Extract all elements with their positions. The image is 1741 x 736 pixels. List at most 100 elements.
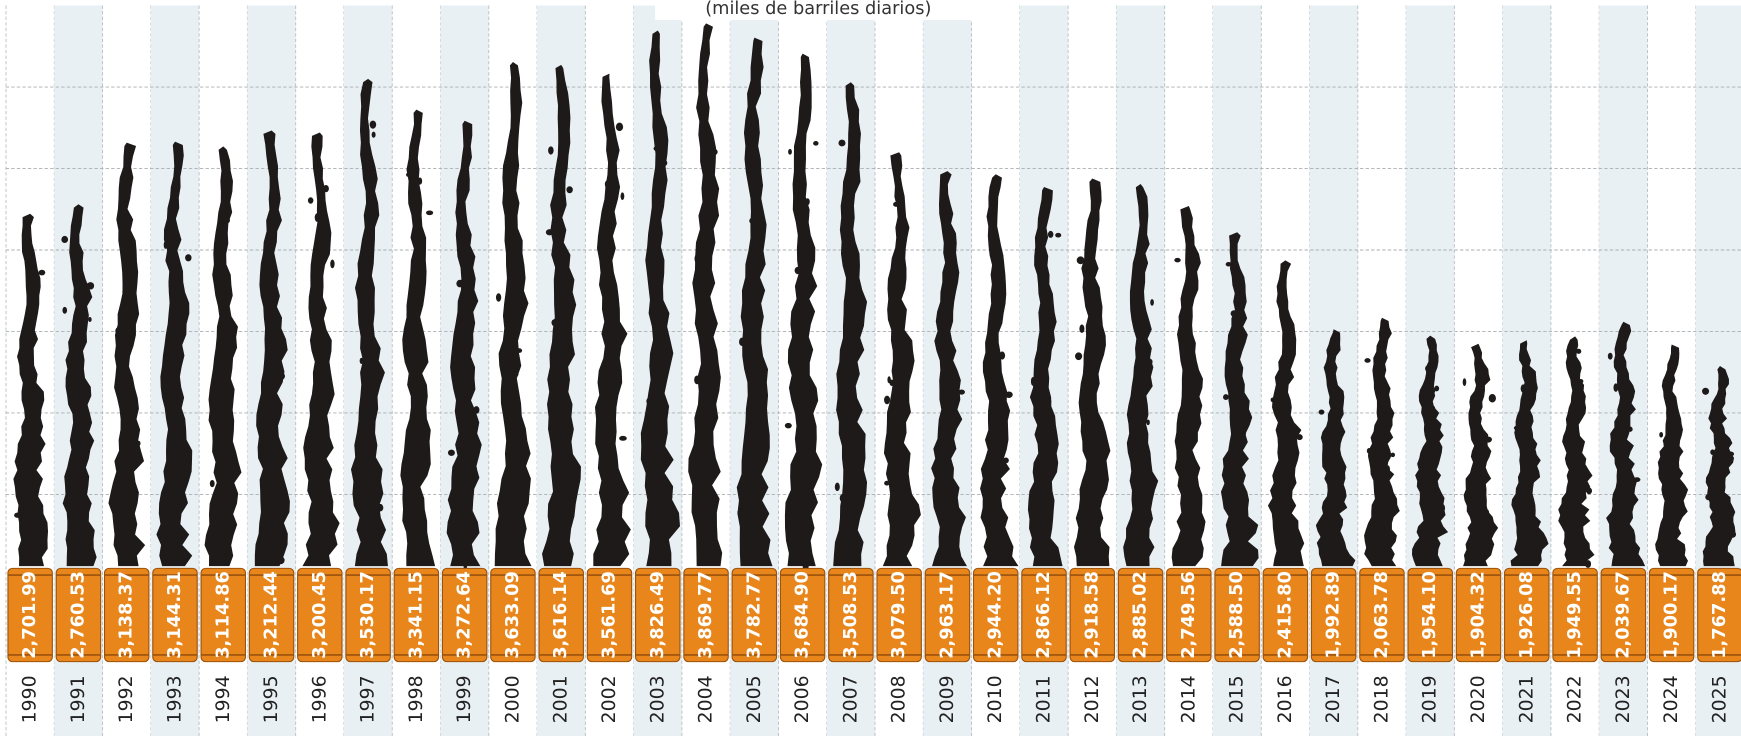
- x-tick-label: 1995: [260, 675, 282, 723]
- oil-drop: [941, 524, 946, 532]
- oil-drop: [330, 259, 335, 269]
- oil-drop: [1705, 493, 1713, 501]
- oil-drop: [1286, 549, 1291, 558]
- barrel: [731, 567, 778, 663]
- oil-drop: [471, 464, 477, 474]
- oil-drop: [700, 139, 704, 146]
- oil-spurt: [400, 109, 436, 567]
- oil-drop: [1607, 352, 1613, 360]
- oil-spurt: [1655, 344, 1689, 567]
- oil-drop: [1284, 368, 1289, 376]
- oil-drop: [884, 395, 891, 405]
- oil-drop: [1667, 419, 1673, 428]
- oil-drop: [115, 326, 123, 336]
- x-tick-label: 2025: [1708, 675, 1730, 723]
- x-tick-label: 2016: [1274, 675, 1296, 723]
- oil-drop: [209, 479, 215, 488]
- oil-drop: [516, 348, 523, 353]
- oil-spurt: [204, 146, 242, 567]
- oil-spurt: [640, 30, 681, 567]
- barrel: [972, 567, 1019, 663]
- barrel: [635, 567, 681, 663]
- barrel: [1262, 567, 1309, 663]
- oil-drop: [1270, 397, 1275, 403]
- oil-drop: [1524, 449, 1532, 456]
- oil-drop: [551, 319, 558, 327]
- oil-drop: [653, 145, 661, 152]
- oil-drop: [749, 217, 757, 225]
- oil-spurt: [1073, 178, 1111, 567]
- oil-drop: [1528, 373, 1537, 380]
- oil-drop: [122, 289, 128, 295]
- oil-drop: [552, 226, 558, 235]
- oil-drop: [548, 146, 554, 155]
- oil-drop: [473, 406, 480, 414]
- value-label: 2,918.58: [1082, 571, 1102, 659]
- oil-spurt: [1606, 321, 1646, 567]
- value-label: 3,212.44: [262, 571, 282, 659]
- oil-drop: [1135, 534, 1139, 542]
- oil-drop: [137, 440, 141, 446]
- oil-drop: [935, 445, 941, 454]
- value-label: 3,561.69: [599, 571, 619, 659]
- oil-drop: [1364, 358, 1371, 363]
- oil-drop: [220, 402, 224, 411]
- oil-drop: [1292, 450, 1298, 459]
- oil-drop: [1627, 426, 1633, 432]
- oil-drop: [314, 213, 320, 222]
- oil-drop: [838, 139, 846, 147]
- barrel: [152, 567, 198, 663]
- oil-drop: [277, 372, 285, 380]
- oil-drop: [1129, 416, 1134, 423]
- oil-drop: [170, 304, 176, 311]
- x-tick-label: 1996: [308, 675, 330, 723]
- x-tick-label: 2007: [839, 675, 861, 723]
- value-label: 3,138.37: [117, 571, 137, 659]
- x-tick-label: 1992: [115, 675, 137, 723]
- barrel: [1455, 567, 1502, 663]
- oil-spurt: [1267, 260, 1305, 567]
- x-tick-label: 2004: [695, 675, 717, 723]
- oil-drop: [129, 309, 136, 316]
- oil-drop: [986, 436, 993, 443]
- oil-drop: [1478, 373, 1487, 379]
- value-label: 2,415.80: [1275, 571, 1295, 659]
- oil-spurt: [882, 152, 921, 567]
- barrel: [876, 567, 922, 663]
- oil-drop: [1586, 487, 1593, 495]
- oil-drop: [507, 503, 513, 511]
- barrel: [924, 567, 971, 663]
- oil-drop: [1328, 399, 1336, 405]
- oil-drop: [456, 279, 464, 288]
- oil-drop: [752, 209, 757, 217]
- x-tick-label: 2014: [1177, 675, 1199, 723]
- oil-spurt: [542, 64, 581, 567]
- oil-drop: [1320, 537, 1325, 544]
- oil-drop: [1183, 465, 1190, 472]
- oil-drop: [414, 410, 420, 420]
- oil-drop: [82, 494, 88, 500]
- oil-drop: [615, 122, 624, 132]
- oil-drop: [38, 516, 46, 525]
- oil-drop: [314, 319, 321, 329]
- oil-drop: [1434, 385, 1440, 392]
- oil-drop: [1441, 504, 1446, 512]
- oil-drop: [942, 211, 949, 217]
- oil-drop: [1472, 501, 1478, 510]
- oil-drop: [1150, 299, 1154, 306]
- oil-spurt: [1412, 335, 1449, 567]
- oil-drop: [1530, 436, 1534, 446]
- x-tick-label: 2013: [1129, 675, 1151, 723]
- oil-drop: [217, 374, 222, 382]
- x-tick-label: 2019: [1419, 675, 1441, 723]
- oil-drop: [371, 131, 376, 138]
- oil-drop: [1428, 387, 1436, 394]
- oil-drop: [1318, 409, 1325, 415]
- oil-drop: [1188, 464, 1196, 473]
- oil-drop: [369, 120, 377, 129]
- oil-drop: [168, 420, 173, 429]
- oil-drop: [128, 428, 136, 434]
- barrel: [1504, 567, 1550, 663]
- oil-drop: [1296, 434, 1303, 441]
- oil-drop: [939, 203, 948, 213]
